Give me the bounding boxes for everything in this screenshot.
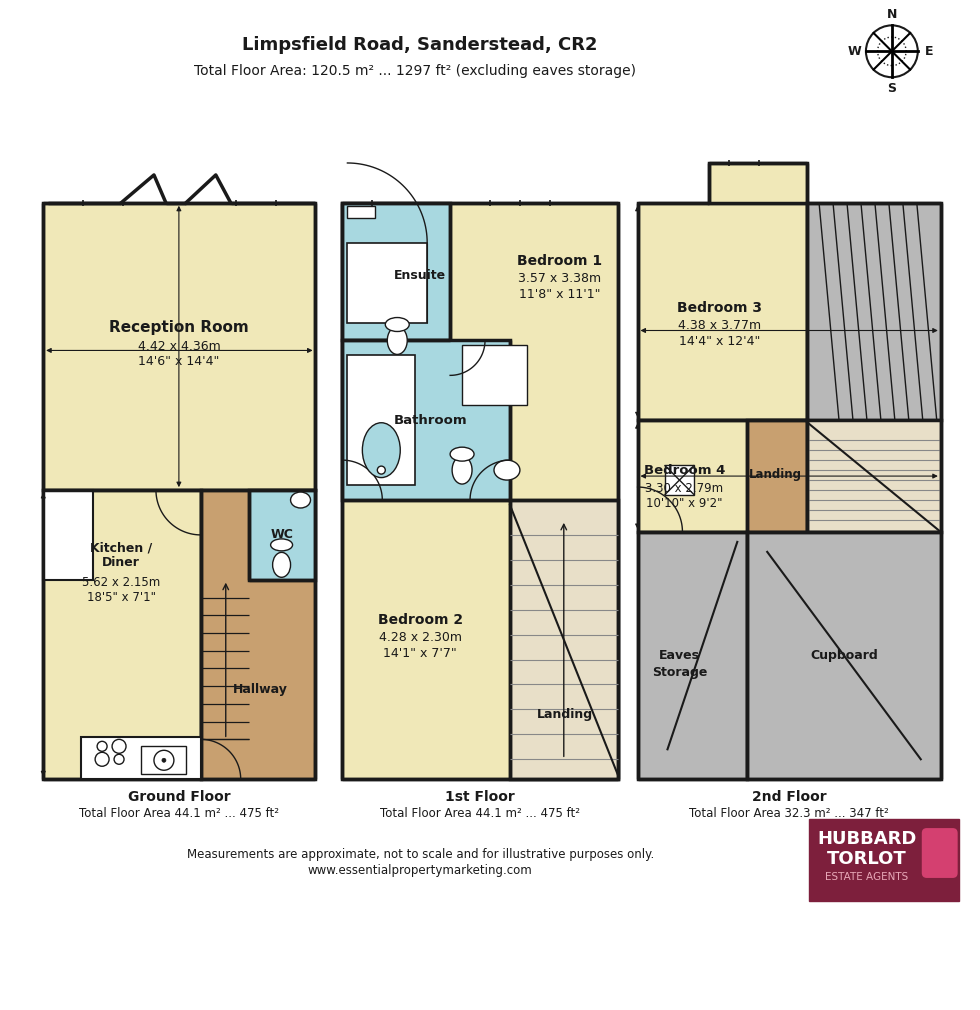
Text: Bedroom 2: Bedroom 2	[377, 613, 463, 626]
Bar	[664, 466, 695, 495]
Text: 3.30 x 2.79m: 3.30 x 2.79m	[646, 482, 723, 495]
Bar	[808, 420, 941, 532]
Text: Measurements are approximate, not to scale and for illustrative purposes only.: Measurements are approximate, not to sca…	[186, 847, 654, 861]
Ellipse shape	[494, 461, 520, 480]
Ellipse shape	[450, 447, 474, 462]
Text: 10'10" x 9'2": 10'10" x 9'2"	[646, 497, 722, 509]
Text: 18'5" x 7'1": 18'5" x 7'1"	[86, 591, 156, 604]
Text: Bathroom: Bathroom	[393, 414, 467, 427]
Bar	[748, 532, 941, 780]
Text: Hallway: Hallway	[233, 683, 288, 696]
Text: S: S	[887, 82, 897, 95]
Text: Bedroom 4: Bedroom 4	[644, 464, 725, 477]
Text: 4.42 x 4.36m: 4.42 x 4.36m	[137, 340, 220, 352]
Text: Cupboard: Cupboard	[810, 649, 878, 663]
Text: Ensuite: Ensuite	[394, 269, 446, 282]
Text: HUBBARD: HUBBARD	[817, 830, 916, 848]
Text: Total Floor Area 32.3 m² ... 347 ft²: Total Floor Area 32.3 m² ... 347 ft²	[689, 807, 889, 820]
Bar	[808, 203, 941, 420]
Bar	[347, 242, 427, 322]
Bar	[81, 737, 201, 780]
Text: 1st Floor: 1st Floor	[445, 790, 514, 804]
Text: Total Floor Area: 120.5 m² ... 1297 ft² (excluding eaves storage): Total Floor Area: 120.5 m² ... 1297 ft² …	[194, 65, 636, 78]
Circle shape	[162, 759, 166, 763]
Bar	[43, 490, 201, 780]
Text: Bedroom 3: Bedroom 3	[677, 301, 761, 314]
Text: Bedroom 1: Bedroom 1	[517, 254, 603, 268]
Text: Kitchen /: Kitchen /	[90, 541, 152, 554]
Text: 5.62 x 2.15m: 5.62 x 2.15m	[82, 577, 160, 589]
Text: Reception Room: Reception Room	[109, 320, 249, 335]
Text: Limpsfield Road, Sanderstead, CR2: Limpsfield Road, Sanderstead, CR2	[242, 36, 598, 55]
Text: HUBBARD
TORLOT: HUBBARD TORLOT	[71, 371, 287, 449]
Ellipse shape	[363, 423, 400, 478]
Text: Diner: Diner	[102, 557, 140, 570]
Bar	[710, 163, 808, 203]
Bar	[141, 746, 186, 775]
Bar	[201, 490, 316, 780]
Text: 14'1" x 7'7": 14'1" x 7'7"	[383, 647, 457, 661]
Text: 2nd Floor: 2nd Floor	[752, 790, 826, 804]
Text: Eaves: Eaves	[659, 649, 700, 663]
Text: Landing: Landing	[537, 708, 593, 721]
Text: HUBBARD
TORLOT: HUBBARD TORLOT	[681, 371, 897, 449]
Ellipse shape	[387, 326, 408, 355]
Bar	[638, 203, 808, 420]
Ellipse shape	[290, 492, 311, 508]
Bar	[342, 340, 510, 500]
Text: Storage: Storage	[652, 666, 708, 679]
Text: 14'6" x 14'4": 14'6" x 14'4"	[138, 355, 220, 368]
Text: 14'4" x 12'4": 14'4" x 12'4"	[679, 335, 760, 348]
Bar	[510, 500, 617, 780]
Bar	[342, 203, 617, 780]
Text: Landing: Landing	[749, 468, 802, 481]
Text: Ground Floor: Ground Floor	[127, 790, 230, 804]
Bar	[249, 490, 316, 580]
Bar	[463, 345, 527, 405]
Text: Total Floor Area 44.1 m² ... 475 ft²: Total Floor Area 44.1 m² ... 475 ft²	[380, 807, 580, 820]
Bar	[347, 206, 375, 218]
Bar	[748, 420, 808, 532]
Bar	[638, 420, 808, 532]
Text: Total Floor Area 44.1 m² ... 475 ft²: Total Floor Area 44.1 m² ... 475 ft²	[78, 807, 279, 820]
FancyBboxPatch shape	[922, 828, 957, 878]
Text: N: N	[887, 8, 897, 21]
Bar	[43, 490, 93, 580]
Text: 3.57 x 3.38m: 3.57 x 3.38m	[518, 272, 602, 285]
Text: WC: WC	[270, 528, 293, 541]
Bar	[638, 532, 748, 780]
Bar	[347, 356, 416, 485]
Bar	[342, 203, 450, 340]
Text: ESTATE AGENTS: ESTATE AGENTS	[825, 872, 908, 882]
Text: TORLOT: TORLOT	[827, 850, 907, 868]
Text: www.essentialpropertymarketing.com: www.essentialpropertymarketing.com	[308, 865, 532, 878]
Text: E: E	[924, 44, 933, 58]
Ellipse shape	[452, 457, 472, 484]
Text: 11'8" x 11'1": 11'8" x 11'1"	[519, 288, 601, 301]
Ellipse shape	[270, 539, 293, 550]
Bar	[43, 203, 316, 490]
Circle shape	[377, 466, 385, 474]
Text: W: W	[848, 44, 861, 58]
Text: HUBBARD
TORLOT: HUBBARD TORLOT	[372, 450, 588, 529]
Text: 4.38 x 3.77m: 4.38 x 3.77m	[678, 319, 760, 332]
Bar	[809, 819, 958, 901]
Ellipse shape	[272, 552, 290, 578]
Text: 4.28 x 2.30m: 4.28 x 2.30m	[378, 631, 462, 644]
Ellipse shape	[385, 317, 410, 331]
